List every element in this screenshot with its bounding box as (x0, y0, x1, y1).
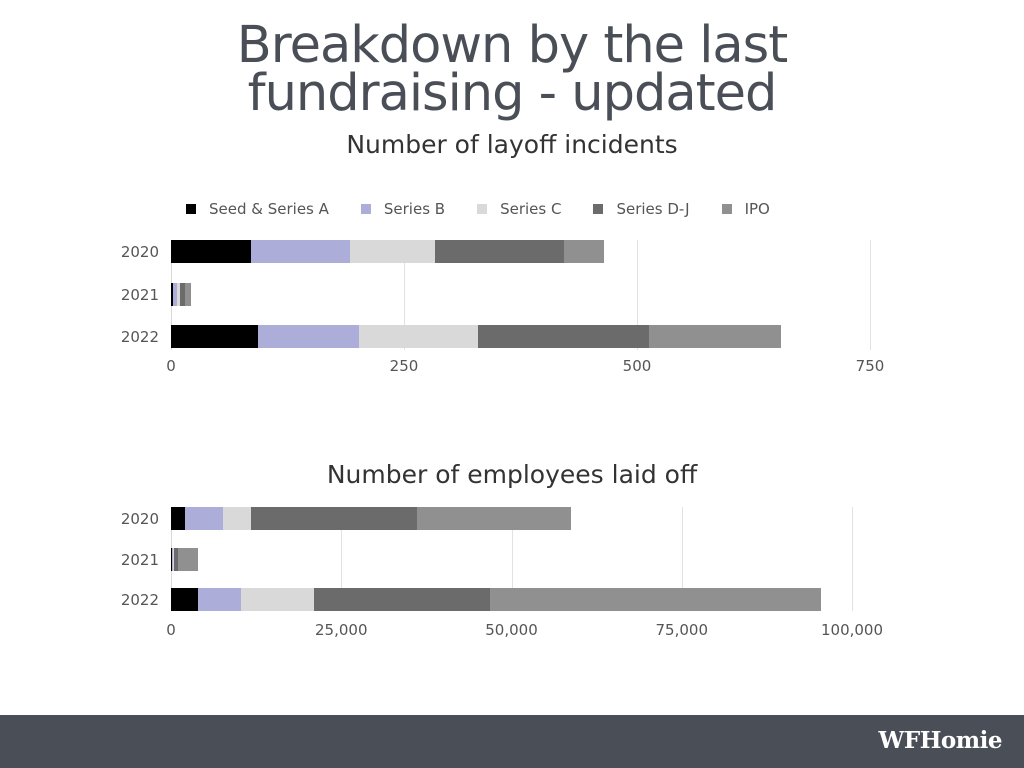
x-tick-label: 25,000 (315, 621, 368, 639)
gridline (637, 240, 638, 350)
legend: Seed & Series A Series B Series C Series… (186, 199, 802, 219)
x-tick-label: 100,000 (820, 621, 884, 639)
gridline (852, 507, 853, 611)
bar-segment (250, 507, 418, 530)
x-tick-label: 0 (166, 357, 176, 375)
x-tick-label: 750 (855, 357, 885, 375)
legend-label: Seed & Series A (209, 200, 329, 218)
bar-segment (171, 588, 199, 611)
stacked-bar (171, 548, 198, 571)
y-category-label: 2020 (120, 243, 159, 261)
slide-title-line1: Breakdown by the last (236, 16, 788, 75)
y-category-label: 2021 (120, 551, 159, 569)
bar-segment (257, 325, 360, 348)
bar-segment (171, 548, 173, 571)
bar-segment (184, 283, 192, 306)
legend-swatch (477, 204, 488, 214)
stacked-bar (171, 283, 192, 306)
bar-segment (649, 325, 781, 348)
bar-segment (490, 588, 821, 611)
slide-title: Breakdown by the last fundraising - upda… (0, 16, 1024, 123)
gridline (341, 507, 343, 611)
bar-segment (171, 283, 173, 306)
legend-item: Series B (360, 200, 446, 218)
x-tick-label: 500 (622, 357, 652, 375)
y-category-label: 2022 (120, 591, 159, 609)
bar-segment (349, 240, 435, 263)
bar-segment (251, 240, 350, 263)
bar-segment (417, 507, 572, 530)
bar-segment (359, 325, 478, 348)
legend-label: IPO (744, 200, 770, 218)
legend-item: Seed & Series A (186, 200, 329, 218)
bar-segment (184, 507, 223, 530)
bar-segment (176, 283, 181, 306)
bar-segment (173, 548, 178, 571)
wfhomie-logo: WFHomie (878, 727, 1003, 754)
bar-segment (172, 548, 174, 571)
legend-swatch (186, 204, 196, 214)
gridline (404, 240, 405, 350)
y-category-label: 2022 (120, 328, 159, 346)
legend-swatch (360, 204, 371, 214)
legend-label: Series D-J (616, 200, 690, 218)
bar-segment (180, 283, 185, 306)
legend-item: Series D-J (593, 200, 690, 218)
slide-title-line2: fundraising - updated (247, 64, 778, 123)
bar-segment (434, 240, 565, 263)
bar-segment (477, 325, 650, 348)
stacked-bar (171, 240, 605, 263)
bar-segment (198, 588, 242, 611)
gridline (511, 507, 513, 611)
bar-segment (241, 588, 314, 611)
x-tick-label: 75,000 (655, 621, 709, 639)
stacked-bar (171, 507, 572, 530)
x-tick-label: 0 (166, 621, 176, 639)
legend-swatch (721, 204, 732, 214)
legend-item: IPO (721, 200, 770, 218)
bar-segment (172, 283, 177, 306)
legend-label: Series B (383, 200, 446, 218)
gridline (681, 507, 683, 611)
bar-segment (313, 588, 491, 611)
x-tick-label: 250 (389, 357, 419, 375)
stacked-bar (171, 325, 781, 348)
stacked-bar (171, 588, 821, 611)
bar-segment (222, 507, 251, 530)
bar-segment (177, 548, 198, 571)
x-tick-label: 50,000 (485, 621, 538, 639)
bar-segment (564, 240, 605, 263)
legend-label: Series C (500, 200, 562, 218)
footer-bar: WFHomie (0, 715, 1024, 768)
bar-segment (171, 325, 258, 348)
y-category-label: 2021 (120, 286, 159, 304)
legend-swatch (593, 204, 604, 214)
bar-segment (171, 507, 185, 530)
y-category-label: 2020 (120, 510, 159, 528)
chart2-title: Number of employees laid off (326, 460, 698, 489)
gridline (870, 240, 871, 350)
chart1-title: Number of layoff incidents (346, 130, 678, 159)
legend-item: Series C (477, 200, 561, 218)
bar-segment (171, 240, 252, 263)
